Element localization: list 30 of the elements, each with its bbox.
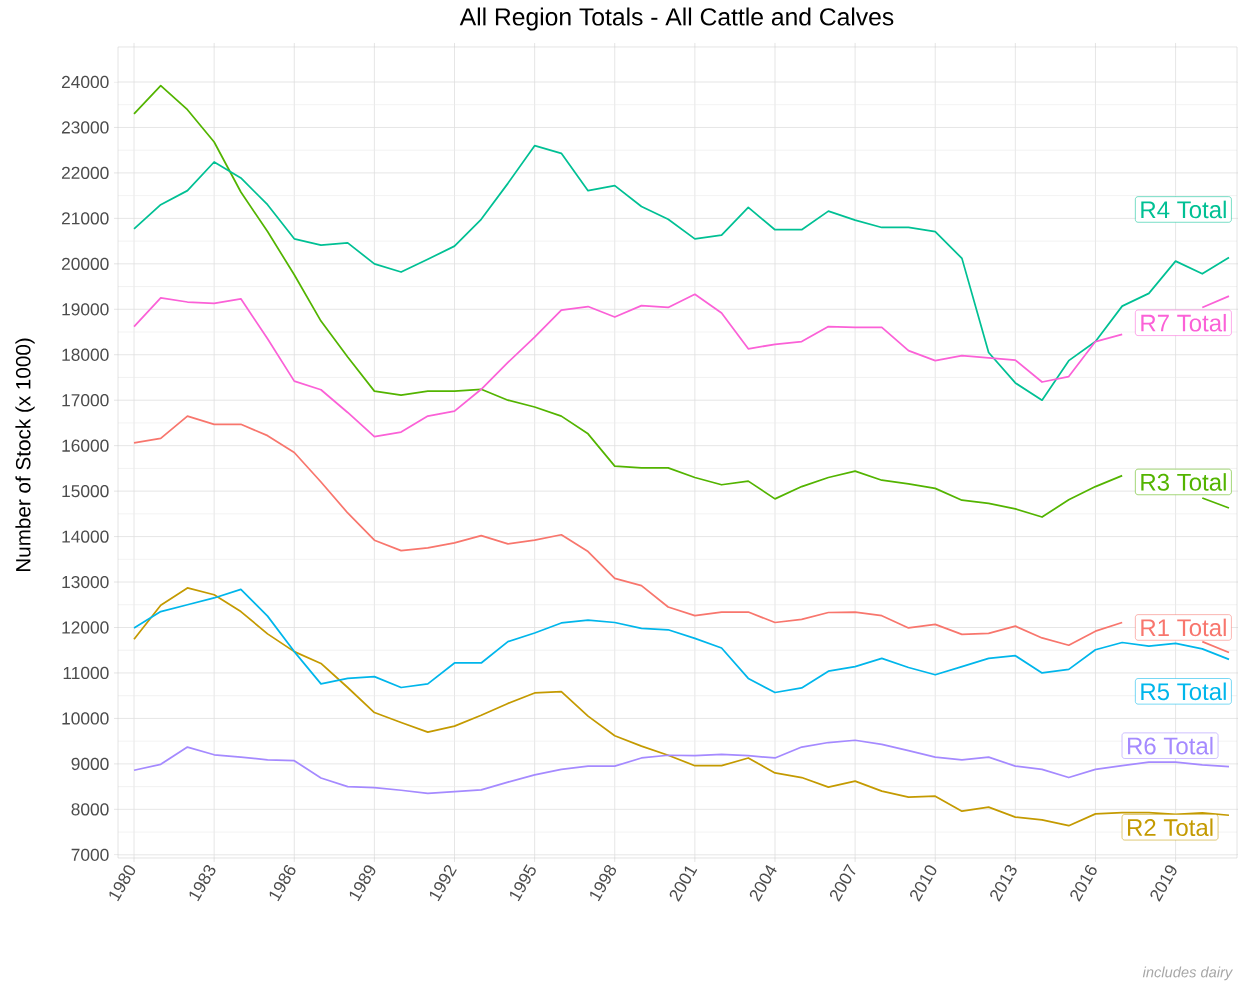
y-tick-label: 14000 (62, 530, 109, 543)
y-tick-label: 16000 (62, 439, 109, 452)
line-series (133, 739, 1230, 795)
y-tick-label: 7000 (71, 848, 109, 861)
y-tick-label: 8000 (71, 803, 109, 816)
chart-title: All Region Totals - All Cattle and Calves (459, 7, 894, 31)
y-tick-label: 22000 (61, 166, 109, 180)
y-axis-title: Number of Stock (x 1000) (15, 338, 35, 572)
legend-label: R4 Total (1141, 200, 1226, 219)
legend-label: R6 Total (1127, 736, 1213, 755)
y-tick-label: 21000 (61, 212, 109, 225)
legend-label: R7 Total (1141, 313, 1226, 332)
y-tick-label: 18000 (62, 348, 109, 361)
y-tick-label: 13000 (62, 575, 109, 589)
y-tick-label: 24000 (61, 75, 109, 89)
text: includes dairy (1142, 966, 1233, 981)
line-series (133, 144, 1230, 402)
legend-label: R3 Total (1141, 473, 1226, 491)
y-tick-label: 19000 (62, 303, 109, 316)
y-tick-label: 12000 (62, 621, 109, 634)
legend-label: R5 Total (1141, 682, 1226, 701)
y-tick-label: 23000 (61, 121, 109, 134)
y-tick-label: 20000 (61, 257, 109, 270)
legend-label: R2 Total (1127, 818, 1213, 837)
y-tick-label: 15000 (62, 484, 109, 498)
y-tick-label: 9000 (71, 757, 109, 771)
y-tick-label: 10000 (62, 712, 109, 725)
legend-label: R1 Total (1141, 618, 1226, 637)
y-tick-label: 17000 (62, 394, 109, 407)
y-tick-label: 11000 (63, 666, 109, 680)
